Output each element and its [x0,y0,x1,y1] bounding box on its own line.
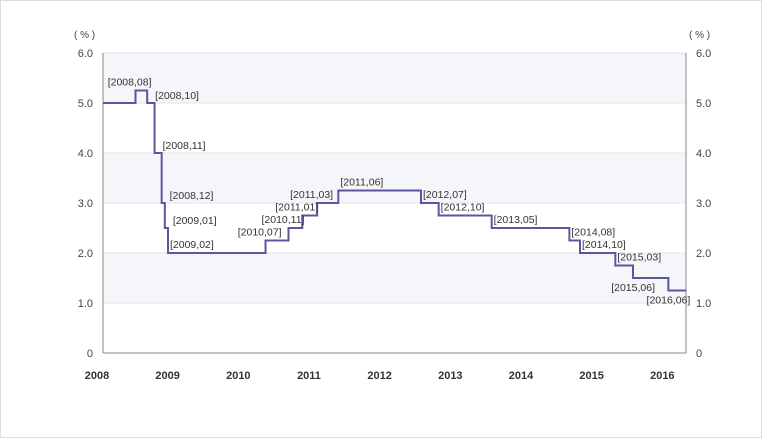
left-y-tick-label: 3.0 [78,198,93,210]
band-5 [103,53,686,103]
x-tick-label: 2011 [297,370,321,382]
right-y-axis-ticks: 0 1.0 2.0 3.0 4.0 5.0 6.0 [696,48,711,360]
annotation-label: [2012,10] [441,202,485,214]
right-y-tick-label: 0 [696,348,702,360]
right-y-tick-label: 4.0 [696,148,711,160]
annotations: [2008,08][2008,10] [2008,11] [2008,12] [200… [108,77,691,307]
x-axis-ticks: 2008 2009 2010 2011 2012 2013 2014 2015 2016 [85,370,675,382]
right-y-tick-label: 3.0 [696,198,711,210]
annotation-label: [2014,08] [571,227,615,239]
x-tick-label: 2013 [438,370,462,382]
series-group [103,89,686,292]
annotation-label: [2008,12] [170,190,214,202]
right-unit-label: ( % ) [689,30,710,41]
annotation-label: [2010,07] [238,227,282,239]
left-y-axis-ticks: 0 1.0 2.0 3.0 4.0 5.0 6.0 [78,48,93,360]
annotation-label: [2011,03] [290,189,333,201]
right-y-tick-label: 1.0 [696,298,711,310]
annotation-label: [2016,06] [647,295,691,307]
annotation-label: [2009,02] [170,239,214,251]
band-1 [103,253,686,303]
x-tick-label: 2016 [650,370,674,382]
left-y-tick-label: 6.0 [78,48,93,60]
x-tick-label: 2010 [226,370,250,382]
x-tick-label: 2012 [367,370,391,382]
left-unit-label: ( % ) [74,30,95,41]
annotation-label: [2008,10] [155,90,199,102]
left-y-tick-label: 2.0 [78,248,93,260]
annotation-label: [2014,10] [582,239,626,251]
annotation-label: [2015,03] [617,252,661,264]
left-y-tick-label: 0 [87,348,93,360]
annotation-label: [2011,01] [275,202,318,214]
right-y-tick-label: 5.0 [696,98,711,110]
annotation-label: [2011,06] [340,177,383,189]
x-tick-label: 2014 [509,370,534,382]
annotation-label: [2012,07] [423,189,467,201]
annotation-label: [2008,08] [108,77,152,89]
annotation-label: [2015,06] [611,282,655,294]
annotation-label: [2013,05] [494,214,538,226]
background-bands [103,53,686,303]
annotation-label: [2010,11] [261,214,304,226]
right-y-tick-label: 2.0 [696,248,711,260]
series-line [103,89,686,292]
annotation-label: [2008,11] [163,140,206,152]
left-y-tick-label: 5.0 [78,98,93,110]
right-y-tick-label: 6.0 [696,48,711,60]
left-y-tick-label: 4.0 [78,148,93,160]
annotation-label: [2009,01] [173,215,217,227]
x-tick-label: 2009 [155,370,179,382]
x-tick-label: 2008 [85,370,109,382]
band-3 [103,153,686,203]
x-tick-label: 2015 [579,370,603,382]
left-y-tick-label: 1.0 [78,298,93,310]
